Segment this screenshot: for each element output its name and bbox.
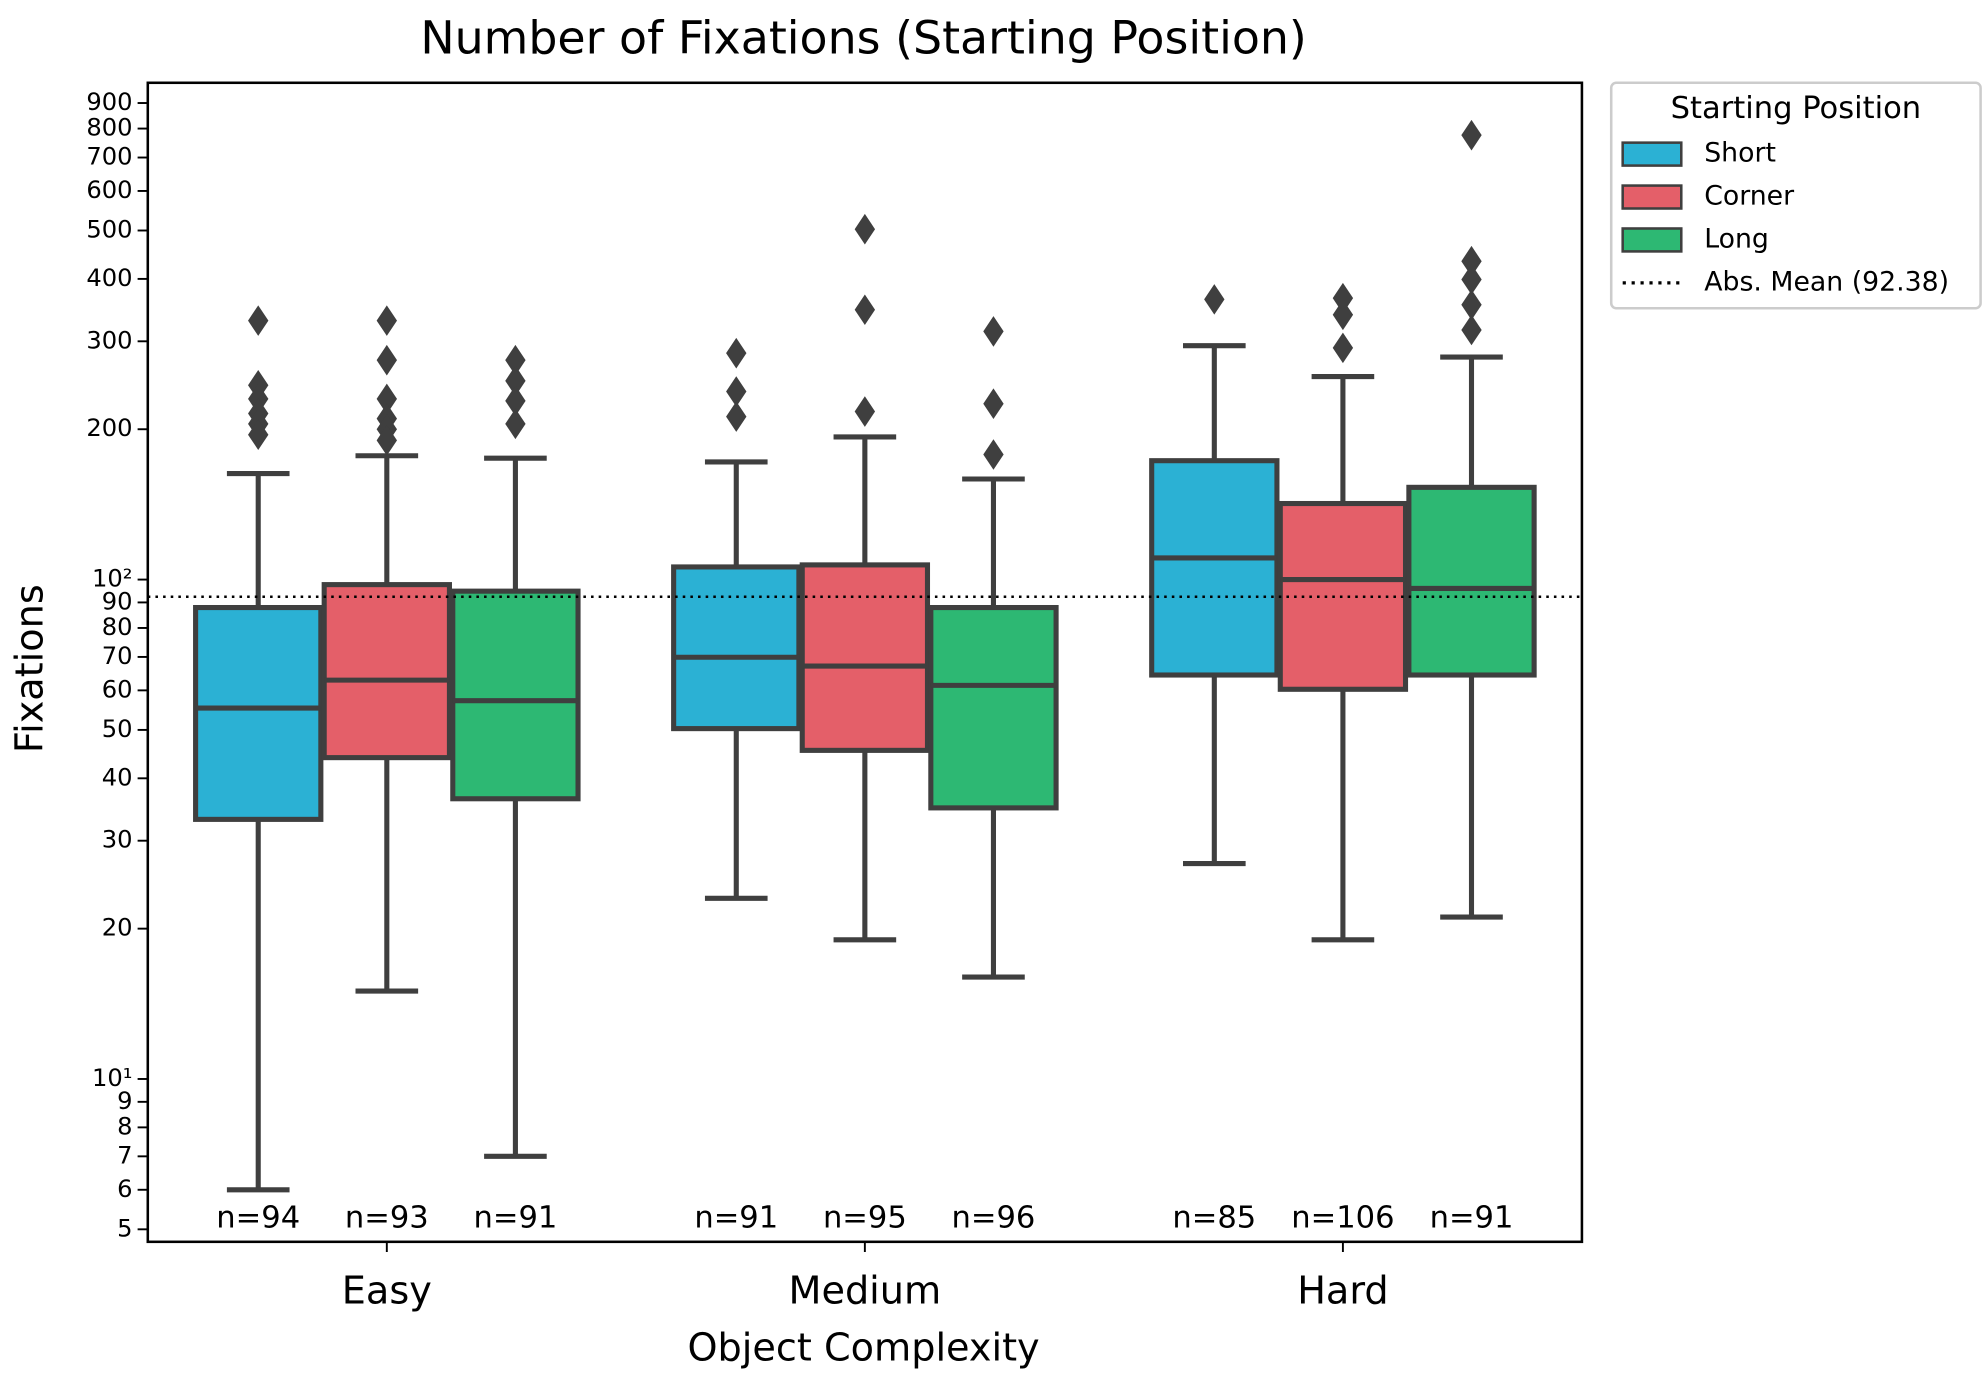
legend-label: Abs. Mean (92.38) — [1704, 266, 1949, 297]
flier — [983, 439, 1004, 470]
flier — [1461, 289, 1482, 321]
flier — [248, 419, 269, 451]
flier — [1461, 314, 1482, 346]
flier — [505, 408, 526, 440]
y-tick-label: 700 — [86, 143, 132, 171]
y-tick-label: 10² — [92, 565, 132, 593]
box — [799, 562, 931, 753]
y-tick-label: 8 — [117, 1112, 132, 1140]
x-tick-label: Easy — [342, 1269, 432, 1313]
y-tick-label: 5 — [117, 1214, 132, 1242]
count-label: n=91 — [694, 1200, 778, 1235]
flier — [726, 337, 747, 369]
box — [193, 604, 324, 822]
legend-label: Corner — [1704, 181, 1794, 212]
flier — [248, 305, 269, 336]
y-tick-label: 60 — [102, 675, 133, 703]
y-tick-label: 500 — [86, 216, 132, 244]
count-label: n=91 — [473, 1200, 557, 1235]
flier — [1461, 119, 1482, 151]
chart-title: Number of Fixations (Starting Position) — [420, 10, 1306, 64]
y-tick-label: 40 — [102, 763, 133, 791]
legend-label: Short — [1704, 138, 1776, 169]
box — [1149, 458, 1280, 678]
y-tick-label: 200 — [86, 414, 132, 442]
flier — [376, 305, 398, 336]
y-tick-label: 800 — [86, 114, 132, 142]
y-tick-label: 90 — [102, 587, 133, 615]
flier — [1461, 245, 1482, 277]
legend-swatch — [1621, 141, 1683, 167]
box — [321, 582, 452, 761]
legend-title: Starting Position — [1671, 91, 1922, 126]
count-label: n=94 — [216, 1200, 300, 1235]
y-tick-label: 600 — [86, 176, 132, 204]
y-tick-label: 80 — [102, 613, 133, 641]
y-tick-label: 400 — [86, 264, 132, 292]
y-tick-label: 300 — [86, 326, 132, 354]
count-label: n=91 — [1430, 1200, 1514, 1235]
y-tick-label: 9 — [117, 1087, 132, 1115]
flier — [1204, 284, 1225, 315]
flier — [854, 396, 876, 427]
flier — [854, 294, 876, 326]
legend-frame — [1609, 81, 1982, 310]
y-tick-label: 6 — [117, 1175, 132, 1203]
flier — [1332, 332, 1354, 364]
x-tick-label: Hard — [1297, 1269, 1388, 1313]
y-axis-label: Fixations — [8, 584, 52, 753]
flier — [376, 344, 398, 376]
y-tick-label: 70 — [102, 642, 133, 670]
legend-label: Long — [1704, 223, 1769, 254]
legend-swatch — [1621, 227, 1683, 253]
count-label: n=106 — [1291, 1200, 1394, 1235]
box — [1406, 484, 1537, 678]
flier — [983, 316, 1004, 347]
flier — [854, 213, 876, 245]
y-tick-label: 20 — [102, 914, 133, 942]
box — [928, 604, 1059, 811]
x-tick-label: Medium — [789, 1269, 942, 1313]
y-tick-label: 30 — [102, 826, 133, 854]
plot-frame — [146, 81, 1584, 1244]
flier — [726, 401, 747, 432]
box — [1277, 500, 1409, 692]
y-tick-label: 900 — [86, 88, 132, 116]
flier — [983, 388, 1004, 419]
box — [450, 588, 581, 802]
flier — [1332, 299, 1354, 331]
count-label: n=93 — [345, 1200, 429, 1235]
flier — [1332, 282, 1354, 314]
x-axis-label: Object Complexity — [687, 1327, 1039, 1371]
flier — [1461, 264, 1482, 295]
box — [671, 564, 802, 732]
count-label: n=85 — [1172, 1200, 1256, 1235]
y-tick-label: 50 — [102, 715, 133, 743]
legend-swatch — [1621, 184, 1683, 210]
count-label: n=96 — [952, 1200, 1036, 1235]
y-tick-label: 10¹ — [92, 1064, 132, 1092]
count-label: n=95 — [823, 1200, 907, 1235]
y-tick-label: 7 — [117, 1141, 132, 1169]
